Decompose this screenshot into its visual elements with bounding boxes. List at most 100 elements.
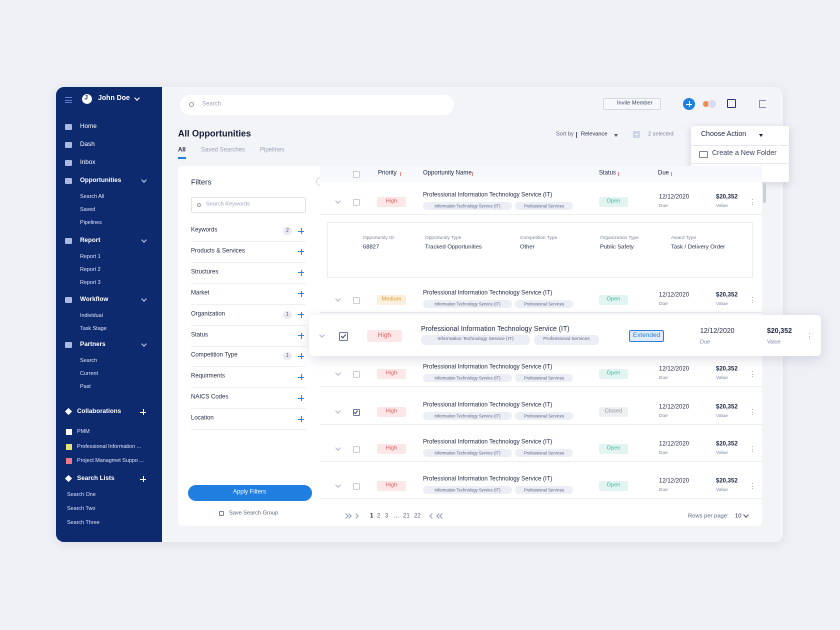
- invite-label[interactable]: Invite Member: [617, 100, 653, 107]
- search-bar[interactable]: [180, 95, 454, 115]
- due-date: 12/12/2020: [659, 478, 690, 485]
- nav-item[interactable]: Opportunities: [80, 177, 122, 185]
- priority-badge: [377, 407, 406, 417]
- kebab-dot[interactable]: [752, 371, 754, 373]
- nav-subitem[interactable]: Past: [80, 383, 91, 390]
- filter-divider: [191, 324, 306, 326]
- tab[interactable]: All: [178, 147, 186, 154]
- tag: [423, 449, 512, 457]
- filter-item[interactable]: Structures: [191, 269, 219, 276]
- checkbox[interactable]: [353, 482, 360, 490]
- opportunity-name[interactable]: Professional Information Technology Serv…: [423, 476, 553, 483]
- checkbox[interactable]: [353, 296, 360, 304]
- nav-icon: [65, 160, 72, 166]
- detail-value: Tracked Opportunities: [425, 244, 482, 251]
- menu-item[interactable]: Create a New Folder: [712, 149, 777, 157]
- nav-subitem[interactable]: Saved: [80, 206, 96, 213]
- filter-item[interactable]: Organization: [191, 311, 226, 317]
- nav-subitem[interactable]: Pipelines: [80, 219, 102, 226]
- tab[interactable]: Saved Searches: [201, 147, 246, 154]
- invite-button[interactable]: [603, 98, 661, 110]
- checkbox[interactable]: [353, 370, 360, 378]
- filter-item[interactable]: Keywords: [191, 227, 218, 234]
- status-badge: [599, 481, 628, 491]
- collaboration-item[interactable]: PMM: [77, 428, 90, 435]
- filter-item[interactable]: Requirments: [191, 373, 226, 380]
- column-header[interactable]: Due: [658, 170, 670, 177]
- action-dropdown[interactable]: Choose Action: [701, 130, 747, 138]
- logout-icon[interactable]: [759, 100, 766, 108]
- nav-item[interactable]: Report: [80, 237, 101, 245]
- apply-label[interactable]: Apply Filters: [233, 489, 267, 496]
- save-search-link[interactable]: Save Search Group: [229, 510, 279, 517]
- tasks-icon[interactable]: [727, 99, 736, 108]
- filter-item[interactable]: NAICS Codes: [191, 394, 229, 401]
- search-list-item[interactable]: Search Two: [67, 505, 96, 512]
- page-link[interactable]: 22: [414, 513, 421, 520]
- nav-subitem[interactable]: Task Stage: [80, 325, 107, 332]
- kebab-dot[interactable]: [752, 199, 754, 201]
- collaboration-item[interactable]: Project Managmet Suppo ...: [77, 457, 144, 464]
- kebab-dot[interactable]: [752, 297, 754, 299]
- page-link[interactable]: 21: [403, 513, 410, 520]
- priority-badge: [377, 369, 406, 379]
- nav-subitem[interactable]: Report 1: [80, 253, 101, 260]
- opportunity-name[interactable]: Professional Information Technology Serv…: [423, 192, 553, 199]
- caret[interactable]: [614, 134, 618, 137]
- checkbox[interactable]: [353, 170, 360, 178]
- column-header[interactable]: Priority: [378, 170, 397, 177]
- opportunity-name[interactable]: Professional Information Technology Serv…: [421, 325, 570, 333]
- user-name[interactable]: John Doe: [98, 94, 130, 102]
- filter-item[interactable]: Competition Type: [191, 352, 238, 359]
- apply-button[interactable]: [188, 485, 312, 501]
- checkbox[interactable]: [353, 198, 360, 206]
- filter-item[interactable]: Market: [191, 290, 210, 297]
- nav-item[interactable]: Dash: [80, 141, 95, 149]
- filter-divider: [191, 366, 306, 368]
- opportunity-name[interactable]: Professional Information Technology Serv…: [423, 290, 553, 297]
- page-link[interactable]: ...: [394, 513, 400, 520]
- search-list-item[interactable]: Search One: [67, 491, 96, 498]
- nav-subitem[interactable]: Report 3: [80, 279, 101, 286]
- column-header[interactable]: Opportunity Name: [423, 170, 472, 177]
- page-link[interactable]: 2: [377, 513, 381, 520]
- filter-item[interactable]: Location: [191, 415, 214, 422]
- nav-subitem[interactable]: Search All: [80, 193, 105, 200]
- page-link[interactable]: 3: [385, 513, 389, 520]
- tag-label: Professional Services: [523, 413, 565, 419]
- search-list-item[interactable]: Search Three: [67, 519, 100, 526]
- filter-item[interactable]: Status: [191, 331, 209, 338]
- nav-item[interactable]: Home: [80, 123, 97, 131]
- nav-item[interactable]: Workflow: [80, 296, 109, 304]
- nav-subitem[interactable]: Current: [80, 370, 98, 377]
- opportunity-name[interactable]: Professional Information Technology Serv…: [423, 439, 553, 446]
- kebab-dot[interactable]: [752, 409, 754, 411]
- filter-search[interactable]: [191, 197, 306, 213]
- detail-panel: [327, 222, 753, 278]
- filter-item[interactable]: Products & Services: [191, 248, 246, 255]
- sort-value[interactable]: Relevance: [581, 131, 608, 138]
- section-title: Collaborations: [77, 408, 122, 416]
- kebab-dot: [752, 448, 754, 450]
- rows-value[interactable]: 10: [735, 513, 742, 520]
- opportunity-name[interactable]: Professional Information Technology Serv…: [423, 364, 553, 371]
- hamburger-icon: [65, 97, 72, 98]
- nav-subitem[interactable]: Report 2: [80, 266, 101, 273]
- nav-item[interactable]: Inbox: [80, 159, 96, 167]
- tab[interactable]: Pipelines: [260, 147, 285, 154]
- filters-title: Filters: [191, 177, 212, 187]
- checkbox[interactable]: [339, 331, 348, 341]
- nav-item[interactable]: Partners: [80, 341, 106, 349]
- column-header[interactable]: Status: [599, 170, 617, 177]
- nav-subitem[interactable]: Search: [80, 357, 98, 364]
- due-date: 12/12/2020: [659, 194, 690, 201]
- kebab-dot[interactable]: [809, 333, 811, 335]
- collaboration-item[interactable]: Professional Information ...: [77, 443, 142, 450]
- nav-subitem[interactable]: Individual: [80, 312, 103, 319]
- checkbox[interactable]: [353, 445, 360, 453]
- kebab-dot[interactable]: [752, 483, 754, 485]
- opportunity-name[interactable]: Professional Information Technology Serv…: [423, 402, 553, 409]
- page-link[interactable]: 1: [370, 513, 374, 520]
- checkbox[interactable]: [353, 408, 360, 416]
- kebab-dot[interactable]: [752, 446, 754, 448]
